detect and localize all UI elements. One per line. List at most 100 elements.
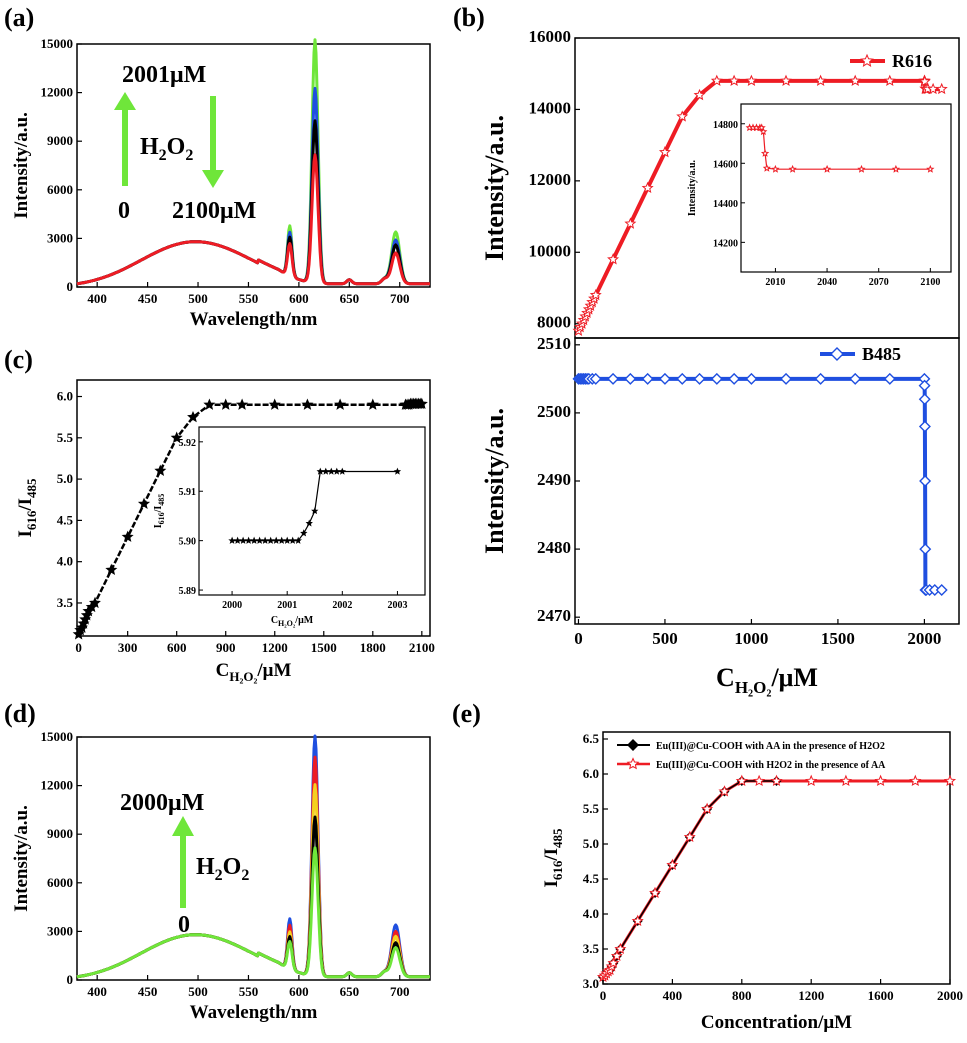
arrow-up-icon	[114, 92, 136, 186]
x-tick-label: 500	[188, 984, 208, 999]
y-tick-label: 5.0	[583, 836, 599, 851]
panel-label-d: (d)	[4, 699, 36, 728]
data-point	[918, 379, 931, 392]
y-tick-label: 5.5	[57, 430, 74, 445]
chart-d: 400 450 500 550 600 650 700 0 3000 6000 9000 12000 1…	[11, 729, 431, 1023]
x-tick-label: 400	[87, 984, 107, 999]
arrow-up-icon	[172, 816, 194, 908]
y-axis-title: I616/I485	[541, 828, 565, 888]
data-point	[277, 536, 286, 544]
series-line	[76, 734, 431, 979]
y-tick-label: 15000	[41, 36, 74, 51]
y-tick-label: 9000	[47, 133, 73, 148]
x-axis-title: Wavelength/nm	[190, 309, 318, 330]
data-point	[228, 536, 236, 544]
data-point	[860, 53, 874, 67]
annot-d-top: 2000μM	[120, 790, 204, 816]
data-point	[822, 164, 832, 173]
data-point	[883, 372, 896, 385]
arrow-down-icon	[202, 96, 224, 188]
series-line	[76, 846, 431, 979]
data-point	[745, 372, 758, 385]
series-line-black	[602, 780, 777, 978]
data-point	[305, 519, 313, 527]
inset-y-label: 5.91	[179, 487, 197, 498]
x-axis-title: CH₂O₂/μM	[716, 663, 818, 697]
x-tick-label: 1600	[868, 988, 894, 1003]
data-point	[710, 74, 723, 86]
data-point	[788, 164, 797, 173]
annotation-group-d: 2000μM H2O2 0	[120, 790, 249, 938]
y-tick-label: 6000	[47, 182, 73, 197]
data-point	[614, 942, 627, 955]
panel-label-e: (e)	[452, 699, 481, 728]
y-tick-label: 15000	[41, 729, 74, 744]
data-point	[334, 398, 347, 410]
y-tick-label: 6000	[47, 875, 73, 890]
x-tick-label: 550	[239, 291, 259, 306]
data-point	[589, 372, 602, 385]
data-point	[88, 596, 101, 609]
x-tick-label: 650	[340, 291, 360, 306]
data-point	[641, 181, 654, 194]
data-point	[333, 467, 341, 475]
data-point	[935, 82, 948, 95]
data-point	[624, 372, 637, 385]
y-tick-label: 5.5	[583, 801, 600, 816]
chart-b-bottom: 0 500 1000 1500 2000 2470 2480 2490 2500 2510 B485…	[480, 334, 960, 697]
y-tick-label: 5.0	[57, 471, 73, 486]
annot-d-h2o2: H2O2	[196, 854, 249, 884]
x-tick-label: 2100	[409, 640, 435, 655]
y-tick-label: 10000	[529, 241, 572, 260]
inset-frame	[198, 426, 426, 596]
data-point	[266, 536, 275, 544]
x-axis-title: Wavelength/nm	[190, 1002, 318, 1023]
data-point	[272, 536, 280, 544]
legend-label-black: Eu(III)@Cu-COOH with AA in the presence …	[656, 741, 885, 752]
inset-x-label: 2100	[920, 277, 940, 288]
data-point	[728, 74, 741, 86]
inset-x-label: 2010	[765, 277, 785, 288]
data-point	[187, 410, 200, 423]
x-tick-label: 1000	[734, 629, 768, 648]
data-point	[607, 956, 620, 969]
data-point	[759, 127, 768, 136]
inset-x-label: 2001	[277, 600, 297, 611]
y-tick-label: 16000	[529, 27, 572, 46]
data-point	[839, 774, 852, 787]
inset-x-title: CH₂O₂/μM	[271, 615, 314, 628]
data-point	[770, 774, 783, 787]
data-point	[874, 774, 887, 787]
inset-line	[232, 470, 398, 542]
data-point	[762, 163, 771, 172]
x-tick-label: 550	[239, 984, 259, 999]
data-point	[745, 74, 758, 86]
data-point	[718, 785, 731, 797]
inset-x-label: 2070	[869, 277, 889, 288]
data-point	[658, 372, 671, 385]
x-tick-label: 800	[732, 988, 752, 1003]
data-point	[627, 739, 639, 751]
data-point	[918, 393, 931, 406]
data-point	[849, 74, 862, 86]
data-point	[760, 149, 770, 157]
x-tick-label: 600	[167, 640, 187, 655]
x-axis-title: Concentration/μM	[701, 1012, 852, 1033]
data-point	[203, 398, 216, 410]
inset-y-label: 14800	[713, 120, 738, 131]
y-tick-label: 12000	[41, 85, 74, 100]
inset-x-label: 2002	[332, 600, 352, 611]
chart-e: 0 400 800 1200 1600 2000 3.0 3.5 4.0 4.5 5.0 5.5 6.0…	[541, 731, 963, 1033]
chart-b-top: 8000 10000 12000 14000 16000 R616 Intensity/a.…	[480, 27, 960, 339]
data-point	[919, 475, 932, 487]
data-point	[658, 146, 671, 158]
data-point	[666, 858, 679, 871]
data-point	[301, 398, 314, 410]
y-tick-label: 3.5	[583, 941, 600, 956]
data-point	[805, 774, 818, 787]
data-point	[757, 123, 766, 132]
data-point	[366, 398, 379, 410]
data-point	[735, 774, 748, 787]
x-tick-label: 450	[138, 984, 158, 999]
inset-y-label: 14200	[713, 238, 738, 249]
